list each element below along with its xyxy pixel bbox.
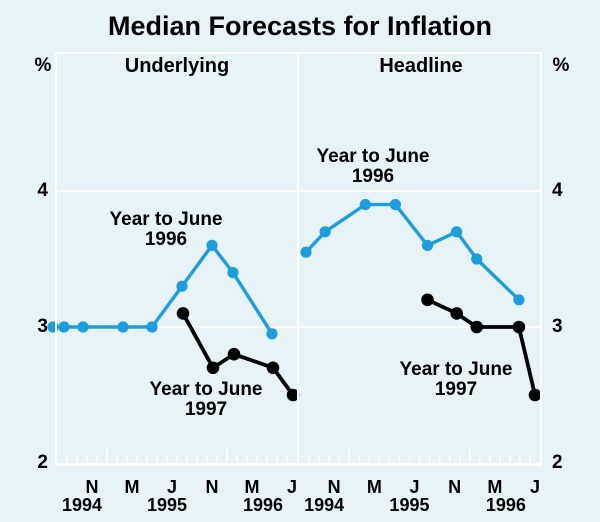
data-point (513, 294, 525, 306)
x-year-label: 1995 (146, 495, 188, 515)
x-month-label: M (487, 477, 503, 497)
annotation-line: 1997 (434, 379, 478, 400)
data-point (58, 321, 70, 333)
x-year-label: 1996 (485, 495, 526, 515)
data-point (319, 226, 331, 238)
annotation-headline-1996: Year to June 1996 (317, 147, 430, 187)
x-month-label: M (366, 477, 382, 497)
annotation-line: 1997 (184, 399, 228, 420)
annotation-underlying-1996: Year to June 1996 (110, 210, 223, 250)
x-month-label: N (205, 477, 219, 497)
data-point (421, 293, 434, 307)
series-line (304, 202, 521, 302)
x-year-label: 1994 (61, 495, 103, 515)
data-point (77, 321, 89, 333)
x-month-label: J (409, 477, 420, 497)
y-tick-label-right: 2 (552, 452, 563, 473)
data-point (227, 267, 239, 279)
panel-header-underlying: Underlying (124, 55, 230, 77)
y-tick-label-right: 4 (552, 180, 563, 201)
y-tick-label-right: 3 (552, 316, 563, 337)
x-month-label: N (85, 477, 99, 497)
annotation-line: 1996 (351, 166, 395, 187)
data-point (451, 226, 463, 238)
data-point (471, 253, 483, 265)
y-axis-unit-right: % (552, 55, 570, 76)
x-year-label: 1994 (304, 495, 345, 515)
annotation-headline-1997: Year to June 1997 (400, 360, 513, 400)
x-month-label: N (327, 477, 341, 497)
data-point (117, 321, 129, 333)
annotation-line: Year to June (109, 209, 223, 230)
annotation-underlying-1997: Year to June 1997 (150, 380, 263, 420)
annotation-line: 1996 (144, 229, 188, 250)
x-year-label: 1996 (242, 495, 284, 515)
x-month-label: J (166, 477, 178, 497)
x-month-label: N (448, 477, 462, 497)
data-point (389, 199, 401, 211)
annotation-line: Year to June (399, 359, 513, 380)
series-line (51, 243, 274, 336)
data-point (470, 320, 484, 334)
data-point (146, 321, 158, 333)
data-point (359, 199, 371, 211)
annotation-line: Year to June (316, 146, 430, 167)
data-point (512, 320, 526, 334)
x-year-label: 1995 (389, 495, 430, 515)
series-line (425, 297, 537, 397)
panel-header-headline: Headline (379, 55, 463, 77)
data-point (528, 388, 542, 402)
annotation-line: Year to June (149, 379, 263, 400)
data-point (300, 246, 312, 258)
data-point (227, 347, 241, 361)
data-point (266, 328, 278, 340)
data-point (450, 307, 463, 320)
x-month-label: M (124, 477, 140, 497)
data-point (176, 307, 190, 320)
chart-title: Median Forecasts for Inflation (107, 11, 493, 41)
data-point (286, 388, 300, 402)
data-point (206, 239, 218, 251)
y-tick-label-left: 4 (37, 180, 48, 201)
x-month-label: J (286, 477, 298, 497)
data-point (206, 361, 220, 375)
y-axis-unit-left: % (34, 55, 52, 76)
y-tick-label-left: 2 (37, 452, 48, 473)
x-month-label: M (244, 477, 260, 497)
x-month-label: J (529, 477, 540, 497)
data-point (421, 239, 434, 251)
data-point (266, 361, 280, 375)
data-point (176, 280, 188, 292)
y-tick-label-left: 3 (37, 316, 48, 337)
